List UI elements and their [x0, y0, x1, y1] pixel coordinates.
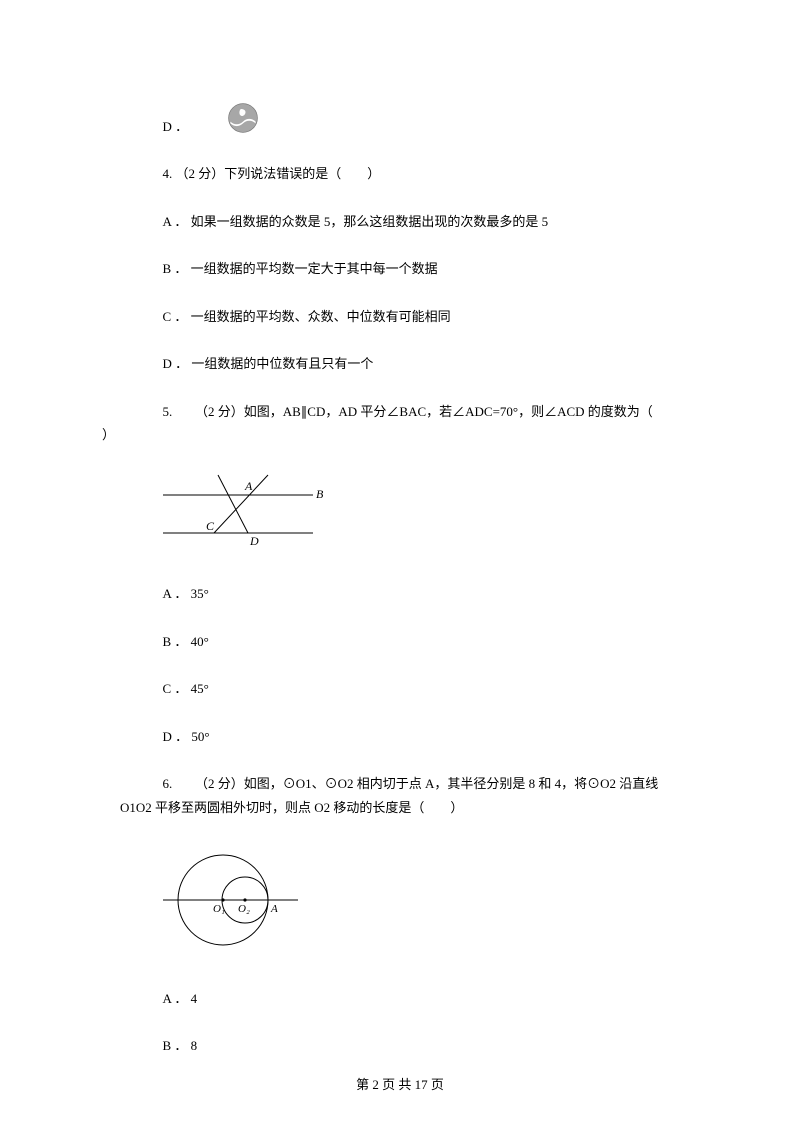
svg-text:O₁: O₁: [213, 903, 225, 915]
q3-option-d-label: D ．: [130, 117, 188, 137]
svg-text:C: C: [206, 519, 215, 533]
q5-option-d: D ． 50°: [130, 727, 690, 747]
q5-option-b: B ． 40°: [130, 632, 690, 652]
exam-page: D ． 4. （2 分）下列说法错误的是（ ） A ． 如果一组数据的众数是 5…: [0, 0, 800, 1132]
page-footer: 第 2 页 共 17 页: [0, 1075, 800, 1095]
q6-option-a: A ． 4: [130, 989, 690, 1009]
svg-text:A: A: [270, 903, 278, 915]
q6-option-b: B ． 8: [130, 1036, 690, 1056]
q6-figure: O₁ O₂ A: [158, 845, 690, 961]
q5-option-a: A ． 35°: [130, 584, 690, 604]
svg-text:B: B: [316, 487, 324, 501]
q4-option-d: D ． 一组数据的中位数有且只有一个: [130, 354, 690, 374]
q4-option-b: B ． 一组数据的平均数一定大于其中每一个数据: [130, 259, 690, 279]
svg-text:D: D: [249, 534, 259, 548]
q3-option-d: D ．: [130, 100, 690, 136]
q5-stem-l2: ）: [102, 425, 690, 445]
q5-figure: A B C D: [158, 473, 690, 557]
q6-stem-l1: 6. （2 分）如图，⊙O1、⊙O2 相内切于点 A，其半径分别是 8 和 4，…: [130, 774, 690, 794]
q5-option-c: C ． 45°: [130, 679, 690, 699]
q4-option-a: A ． 如果一组数据的众数是 5，那么这组数据出现的次数最多的是 5: [130, 212, 690, 232]
q4-option-c: C ． 一组数据的平均数、众数、中位数有可能相同: [130, 307, 690, 327]
svg-text:O₂: O₂: [238, 903, 250, 915]
q5-stem-l1: 5. （2 分）如图，AB∥CD，AD 平分∠BAC，若∠ADC=70°，则∠A…: [130, 402, 690, 422]
svg-text:A: A: [244, 479, 253, 493]
q4-stem: 4. （2 分）下列说法错误的是（ ）: [130, 164, 690, 184]
q3-option-d-logo-icon: [192, 100, 228, 136]
q6-stem-l2: O1O2 平移至两圆相外切时，则点 O2 移动的长度是（ ）: [120, 798, 690, 818]
